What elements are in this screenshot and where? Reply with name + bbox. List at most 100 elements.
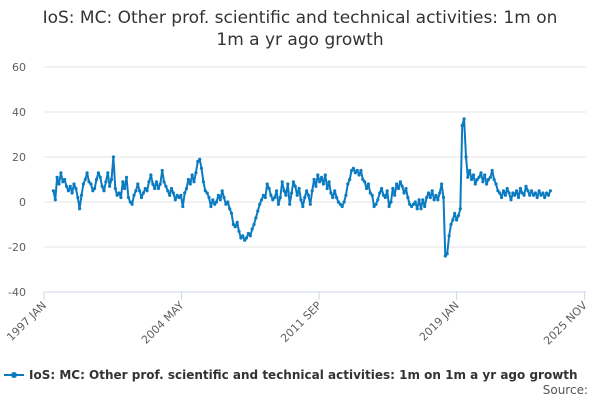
data-point xyxy=(333,189,337,193)
data-point xyxy=(275,189,279,193)
data-point xyxy=(451,218,455,222)
data-point xyxy=(387,204,391,209)
data-point xyxy=(290,191,294,195)
data-point xyxy=(216,193,220,197)
data-point xyxy=(250,227,254,231)
data-point xyxy=(370,193,374,197)
data-point xyxy=(460,123,464,128)
data-point xyxy=(154,180,159,184)
data-point xyxy=(372,204,376,209)
data-point xyxy=(162,180,166,184)
data-point xyxy=(447,234,451,238)
data-point xyxy=(419,207,423,211)
data-point xyxy=(314,184,318,188)
data-point xyxy=(286,182,290,186)
data-point xyxy=(119,195,123,200)
data-point xyxy=(306,193,310,197)
x-tick-label: 1997 JAN xyxy=(4,299,49,344)
data-point xyxy=(276,202,280,206)
data-point xyxy=(303,195,307,200)
x-tick-label: 2025 NOV xyxy=(541,299,590,348)
y-axis-ticks: 60 40 20 0 -20 -40 xyxy=(8,61,26,299)
data-point xyxy=(166,189,170,193)
legend[interactable]: IoS: MC: Other prof. scientific and tech… xyxy=(4,368,578,382)
data-point xyxy=(473,182,477,186)
data-point xyxy=(220,189,224,193)
chart-title-line-1: IoS: MC: Other prof. scientific and tech… xyxy=(43,8,558,28)
data-point xyxy=(186,177,190,182)
data-point xyxy=(252,222,256,227)
x-tick-label: 2004 MAY xyxy=(139,299,187,347)
data-point xyxy=(327,180,331,184)
data-point xyxy=(297,186,301,191)
data-point xyxy=(393,193,397,197)
data-point xyxy=(453,211,457,215)
x-axis: 1997 JAN 2004 MAY 2011 SEP 2019 JAN 2025 NOV xyxy=(4,291,590,348)
data-point xyxy=(426,191,431,195)
data-point xyxy=(93,186,97,191)
data-point xyxy=(488,175,492,179)
data-point xyxy=(548,189,553,193)
data-point xyxy=(318,180,322,184)
data-point xyxy=(449,222,453,227)
data-point xyxy=(374,202,378,206)
data-point xyxy=(365,186,369,191)
data-point xyxy=(396,186,401,191)
data-point xyxy=(346,182,350,186)
data-point xyxy=(190,173,194,177)
y-tick-label: 60 xyxy=(12,61,26,74)
data-point xyxy=(85,171,89,175)
data-point xyxy=(434,193,438,197)
data-point xyxy=(443,254,447,258)
data-point xyxy=(265,182,269,186)
data-point xyxy=(96,171,100,175)
legend-marker-icon xyxy=(11,372,17,378)
data-point xyxy=(288,202,292,206)
data-point xyxy=(239,236,243,240)
data-point xyxy=(81,182,85,186)
data-point xyxy=(389,200,393,204)
data-point xyxy=(113,186,117,191)
data-point xyxy=(141,191,145,195)
data-point xyxy=(132,193,136,197)
data-point xyxy=(280,180,284,184)
data-point xyxy=(411,202,416,206)
data-point xyxy=(79,193,84,197)
data-point xyxy=(184,186,189,191)
data-point xyxy=(518,186,523,191)
data-point xyxy=(171,191,175,195)
data-point xyxy=(231,222,235,227)
data-point xyxy=(299,198,303,202)
data-point xyxy=(545,191,549,195)
data-point xyxy=(121,180,125,184)
data-point xyxy=(477,175,481,179)
data-point xyxy=(98,175,102,179)
data-point xyxy=(196,159,200,164)
data-point xyxy=(507,191,511,195)
data-point xyxy=(102,189,106,193)
data-point xyxy=(291,180,295,184)
data-point xyxy=(455,218,459,222)
y-tick-label: -40 xyxy=(8,286,26,299)
data-point xyxy=(226,200,230,204)
data-point xyxy=(400,184,404,188)
data-point xyxy=(511,191,515,195)
data-point xyxy=(509,198,513,202)
data-point xyxy=(188,182,192,186)
x-tick-label: 2019 JAN xyxy=(417,299,462,344)
data-point xyxy=(261,193,265,197)
data-point xyxy=(136,182,140,186)
data-point xyxy=(342,200,346,204)
data-point xyxy=(117,191,121,195)
data-point xyxy=(267,186,271,191)
data-point xyxy=(130,202,134,206)
data-point xyxy=(417,198,421,202)
data-point xyxy=(160,168,164,173)
y-tick-label: 20 xyxy=(12,151,26,164)
data-point xyxy=(124,175,129,179)
data-point xyxy=(475,177,479,182)
data-point xyxy=(76,195,80,200)
data-point xyxy=(158,182,162,186)
data-point xyxy=(284,193,288,197)
